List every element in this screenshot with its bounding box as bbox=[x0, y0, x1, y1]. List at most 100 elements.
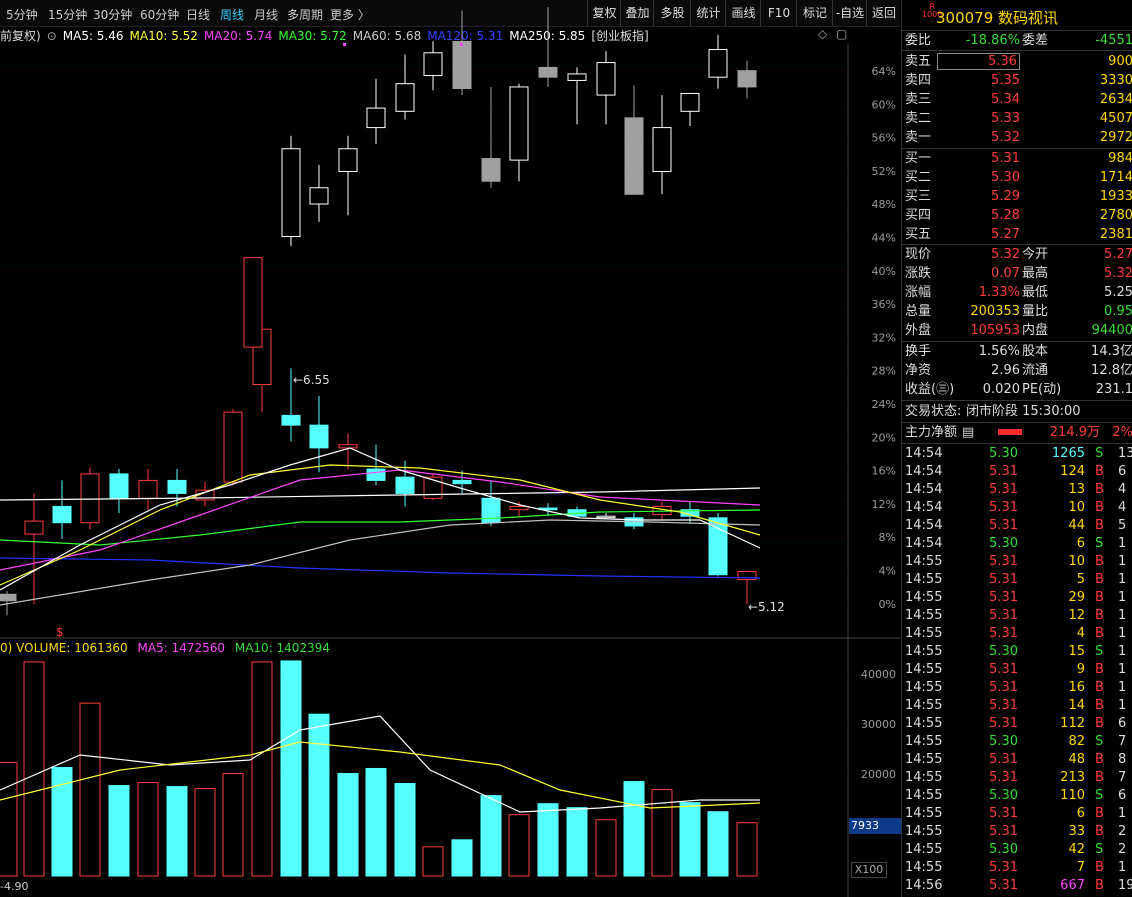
toolbar-button-2[interactable]: 多股 bbox=[653, 0, 691, 26]
tick-side: B bbox=[1095, 806, 1104, 821]
toolbar-button-8[interactable]: 返回 bbox=[866, 0, 901, 26]
tick-time: 14:55 bbox=[905, 590, 943, 605]
tick-price: 5.30 bbox=[989, 734, 1018, 749]
quote-row: 14:55 5.31 7 B 1 bbox=[902, 859, 1132, 877]
tick-time: 14:55 bbox=[905, 554, 943, 569]
candle-body bbox=[708, 49, 728, 78]
tick-time: 14:55 bbox=[905, 698, 943, 713]
period-tab-1[interactable]: 15分钟 bbox=[48, 8, 88, 22]
tick-time: 14:55 bbox=[905, 770, 943, 785]
candle-body bbox=[366, 107, 386, 129]
quote-row: 14:55 5.30 42 S 2 bbox=[902, 841, 1132, 859]
tick-volume: 14 bbox=[1068, 698, 1085, 713]
tick-price: 5.31 bbox=[989, 464, 1018, 479]
tick-count: 1 bbox=[1118, 626, 1127, 641]
quote-row: 交易状态: 闭市阶段 15:30:00 bbox=[902, 402, 1132, 421]
tick-side: S bbox=[1095, 536, 1104, 551]
expand-icon[interactable]: ▢ bbox=[836, 27, 848, 41]
quote-row: 14:55 5.31 14 B 1 bbox=[902, 697, 1132, 715]
toolbar-button-6[interactable]: 标记 bbox=[796, 0, 833, 26]
quote-row: 14:55 5.31 29 B 1 bbox=[902, 589, 1132, 607]
candle-body bbox=[708, 517, 728, 576]
y-tick-label: 36% bbox=[872, 298, 896, 311]
tick-count: 5 bbox=[1118, 518, 1127, 533]
period-tab-8[interactable]: 更多 〉 bbox=[330, 8, 370, 22]
diamond-icon[interactable]: ◇ bbox=[818, 27, 828, 41]
stock-title: R 1000 300079 数码视讯 bbox=[902, 0, 1132, 31]
tick-side: S bbox=[1095, 842, 1104, 857]
volume-bar bbox=[79, 702, 101, 877]
period-tab-2[interactable]: 30分钟 bbox=[93, 8, 133, 22]
ask-label: 卖二 bbox=[905, 111, 932, 126]
period-tab-4[interactable]: 日线 bbox=[186, 8, 211, 22]
stat-value: 0.95 bbox=[1104, 304, 1132, 319]
ma-legend-item-3: MA30: 5.72 bbox=[278, 29, 347, 43]
tick-side: B bbox=[1095, 698, 1104, 713]
separator bbox=[902, 422, 1132, 423]
toolbar-button-3[interactable]: 统计 bbox=[690, 0, 726, 26]
volume-bar bbox=[23, 661, 45, 877]
period-tab-5[interactable]: 周线 bbox=[220, 8, 245, 22]
quote-row: 14:54 5.30 1265 S 13 bbox=[902, 445, 1132, 463]
tick-volume: 667 bbox=[1060, 878, 1085, 893]
tick-time: 14:55 bbox=[905, 788, 943, 803]
tick-count: 2 bbox=[1118, 824, 1127, 839]
tick-time: 14:55 bbox=[905, 734, 943, 749]
toolbar-button-1[interactable]: 叠加 bbox=[620, 0, 654, 26]
tick-side: B bbox=[1095, 590, 1104, 605]
candle-body bbox=[80, 473, 100, 524]
stat-value: 94400 bbox=[1091, 323, 1132, 338]
tick-count: 6 bbox=[1118, 464, 1127, 479]
high-annotation: ←6.55 bbox=[293, 373, 330, 387]
toolbar-button-7[interactable]: -自选 bbox=[832, 0, 867, 26]
ask-price: 5.32 bbox=[991, 130, 1020, 145]
tick-price: 5.30 bbox=[989, 536, 1018, 551]
adjust-mode[interactable]: 前复权) bbox=[0, 29, 41, 43]
quote-row: 14:55 5.31 33 B 2 bbox=[902, 823, 1132, 841]
tick-volume: 6 bbox=[1076, 536, 1085, 551]
tick-side: S bbox=[1095, 734, 1104, 749]
period-tab-3[interactable]: 60分钟 bbox=[140, 8, 180, 22]
board-index[interactable]: [创业板指] bbox=[591, 29, 649, 43]
volume-unit[interactable]: X100 bbox=[851, 862, 887, 878]
tick-price: 5.30 bbox=[989, 446, 1018, 461]
stat-value: 5.32 bbox=[1104, 266, 1132, 281]
tick-time: 14:55 bbox=[905, 716, 943, 731]
toolbar-button-0[interactable]: 复权 bbox=[587, 0, 621, 26]
tick-price: 5.31 bbox=[989, 590, 1018, 605]
tick-volume: 15 bbox=[1068, 644, 1085, 659]
kline-chart[interactable]: 64% 60% 56% 52% 48% 44% 40% 36% 32% 28% 24% 20% 16% 1… bbox=[0, 0, 900, 897]
trade-status-label: 交易状态: bbox=[905, 404, 962, 419]
tick-price: 5.31 bbox=[989, 770, 1018, 785]
tick-time: 14:55 bbox=[905, 608, 943, 623]
r-logo-letter: R bbox=[929, 2, 935, 11]
tick-side: B bbox=[1095, 752, 1104, 767]
period-tab-7[interactable]: 多周期 bbox=[287, 8, 324, 22]
toolbar-button-5[interactable]: F10 bbox=[760, 0, 797, 26]
stat-label: 量比 bbox=[1022, 304, 1049, 319]
period-tab-0[interactable]: 5分钟 bbox=[6, 8, 38, 22]
stock-code-name[interactable]: 300079 数码视讯 bbox=[936, 7, 1058, 28]
volume-bar bbox=[0, 761, 18, 877]
candle-body bbox=[481, 157, 501, 182]
stat-value: 200353 bbox=[970, 304, 1020, 319]
tick-volume: 10 bbox=[1068, 554, 1085, 569]
y-tick-label: 8% bbox=[879, 531, 896, 544]
tick-side: B bbox=[1095, 572, 1104, 587]
separator bbox=[902, 244, 1132, 245]
stat-value: 2.96 bbox=[991, 363, 1020, 378]
volume-legend: 0) VOLUME: 1061360 MA5: 1472560 MA10: 14… bbox=[0, 641, 336, 655]
candle-body bbox=[567, 73, 587, 81]
tick-count: 1 bbox=[1118, 806, 1127, 821]
stat-value: 0.020 bbox=[982, 382, 1020, 397]
y-tick-label: 4% bbox=[879, 565, 896, 578]
ma10-line bbox=[0, 464, 761, 586]
y-tick-label: 28% bbox=[872, 365, 896, 378]
quote-row: 卖四 5.35 3330 bbox=[902, 71, 1132, 90]
settings-circle-icon[interactable]: ⊙ bbox=[46, 29, 57, 43]
quote-row: 现价 5.32 今开 5.27 bbox=[902, 245, 1132, 264]
candle-body bbox=[452, 479, 472, 485]
dividend-marker[interactable]: $ bbox=[56, 625, 64, 639]
period-tab-6[interactable]: 月线 bbox=[254, 8, 279, 22]
toolbar-button-4[interactable]: 画线 bbox=[725, 0, 761, 26]
